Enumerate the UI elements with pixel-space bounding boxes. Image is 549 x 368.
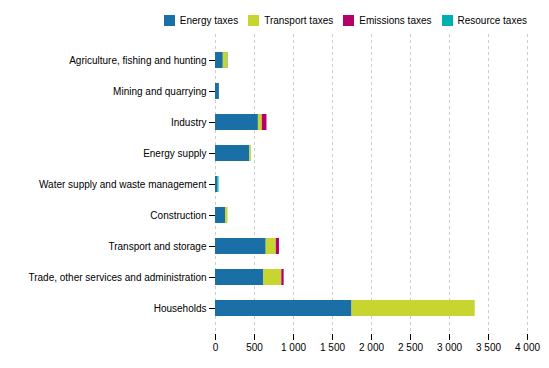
svg-text:Water supply and waste managem: Water supply and waste management — [39, 179, 207, 190]
html-text:Emissions taxes: Emissions taxes — [359, 15, 432, 26]
svg-text:Trade, other services and admi: Trade, other services and administration — [28, 272, 206, 283]
svg-text:Construction: Construction — [150, 210, 206, 221]
svg-text:3 000: 3 000 — [437, 342, 462, 353]
svg-text:4 000: 4 000 — [515, 342, 540, 353]
html-text:Transport taxes: Transport taxes — [264, 15, 334, 26]
svg-text:Energy supply: Energy supply — [143, 148, 206, 159]
svg-text:0: 0 — [213, 342, 219, 353]
svg-text:Transport and storage: Transport and storage — [108, 241, 206, 252]
svg-text:Industry: Industry — [171, 117, 207, 128]
svg-text:2 500: 2 500 — [398, 342, 423, 353]
svg-text:1 000: 1 000 — [281, 342, 306, 353]
svg-text:Agriculture, fishing and hunti: Agriculture, fishing and hunting — [69, 55, 206, 66]
svg-text:Households: Households — [154, 303, 207, 314]
svg-text:1 500: 1 500 — [320, 342, 345, 353]
svg-text:2 000: 2 000 — [359, 342, 384, 353]
svg-text:3 500: 3 500 — [476, 342, 501, 353]
svg-text:500: 500 — [246, 342, 263, 353]
html-text:Energy taxes: Energy taxes — [179, 15, 239, 26]
svg-text:Mining and quarrying: Mining and quarrying — [113, 86, 206, 97]
html-text:Resource taxes: Resource taxes — [457, 15, 527, 26]
